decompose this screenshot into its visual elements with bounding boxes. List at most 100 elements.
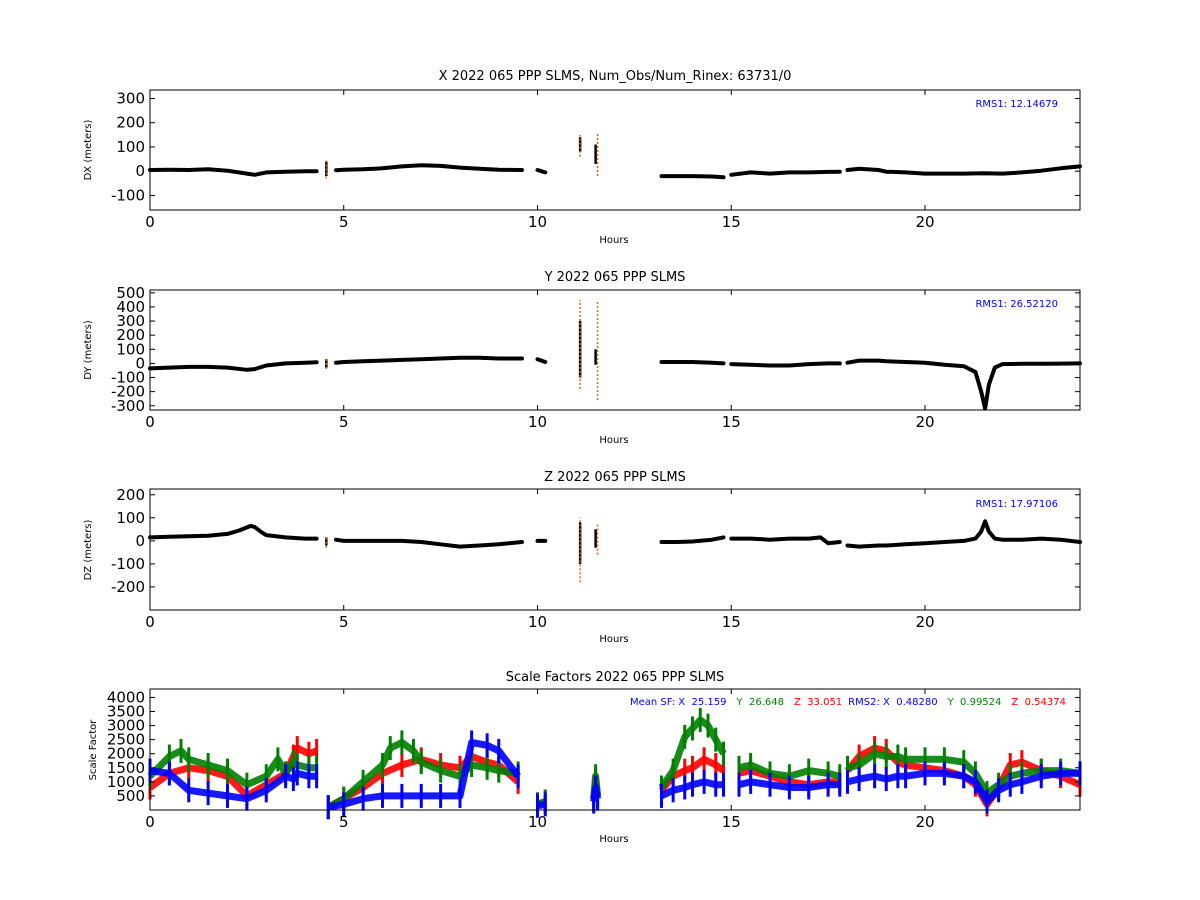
- sf-series-Y-point: [485, 755, 489, 780]
- sf-series-Y-point: [714, 727, 718, 752]
- dy-ytick-label: -100: [111, 369, 145, 387]
- sf-series-Z-point: [516, 764, 520, 789]
- dz-ytick-label: -100: [111, 555, 145, 573]
- sf-ytick-label: 2500: [107, 731, 145, 749]
- sf-xtick-label: 5: [339, 813, 349, 831]
- dz-x-ticks: 0 5 10 15 20: [145, 489, 935, 631]
- sf-series-Z-point: [826, 772, 830, 797]
- sf-series-Y-point: [884, 744, 888, 769]
- sf-series-Z-point: [307, 764, 311, 789]
- sf-ytick-label: 2000: [107, 745, 145, 763]
- sf-series-Z-point: [485, 733, 489, 758]
- sf-series-Z-point: [973, 769, 977, 794]
- sf-series-Z-point: [942, 761, 946, 786]
- sf-series-Z-point: [326, 795, 330, 820]
- sf-series-Z-point: [381, 783, 384, 808]
- sf-series-Z-point: [295, 761, 299, 786]
- sf-series-X-point: [315, 738, 319, 763]
- dy-series-0-segment-1: [334, 355, 524, 365]
- sf-series-Z-point: [543, 792, 547, 817]
- dz-series-0-segment-0: [148, 523, 319, 541]
- sf-plot-frame: [149, 688, 1081, 811]
- sf-series-Z-point: [439, 783, 443, 808]
- sf-series-Y-point: [167, 744, 171, 769]
- dy-series-0-segment-5: [845, 358, 1082, 411]
- dz-xtick-label: 20: [915, 613, 934, 631]
- dx-xtick-label: 0: [145, 213, 155, 231]
- dz-rms-annotation: RMS1: 17.97106: [975, 499, 1058, 510]
- sf-series-Y-point: [419, 750, 423, 775]
- sf-series-X-point: [683, 758, 687, 783]
- dx-marks: [148, 132, 1082, 180]
- dy-ytick-label: 0: [135, 354, 145, 372]
- dz-ylabel: DZ (meters): [83, 519, 94, 580]
- sf-series-Z-point: [342, 792, 346, 817]
- sf-series-Z-segment-0: [149, 767, 317, 803]
- dy-title: Y 2022 065 PPP SLMS: [544, 270, 686, 285]
- dx-x-ticks: 0 5 10 15 20: [145, 90, 935, 231]
- sf-series-Y-point: [749, 752, 753, 777]
- dy-xtick-label: 20: [915, 413, 934, 431]
- dy-x-ticks: 0 5 10 15 20: [145, 290, 935, 431]
- dy-series-0-segment-4: [729, 361, 842, 368]
- sf-series-Z-point: [167, 761, 171, 786]
- sf-series-Y-point: [706, 713, 710, 738]
- sf-series-Z-point: [291, 767, 295, 792]
- dz-ytick-label: 200: [116, 486, 145, 504]
- dy-series-0-segment-2: [535, 357, 548, 364]
- sf-series-Z-point: [206, 781, 210, 806]
- dx-xtick-label: 10: [528, 213, 547, 231]
- sf-series-Y-point: [291, 750, 295, 775]
- sf-series-Y-point: [226, 758, 229, 783]
- sf-series-Z-point: [807, 775, 811, 800]
- sf-series-X-point: [702, 747, 706, 772]
- sf-x-ticks: 0 5 10 15 20: [145, 689, 935, 831]
- sf-series-Y-point: [458, 764, 462, 789]
- sf-series-Z-point: [592, 789, 596, 814]
- sf-series-Z-point: [187, 778, 191, 803]
- sf-series-Y-point: [497, 758, 501, 783]
- sf-series-Y-point: [470, 752, 474, 777]
- sf-xtick-label: 15: [722, 813, 741, 831]
- sf-mean-annotation: Mean SF: X 25.159 Y 26.648 Z 33.051 RMS2: X…: [630, 697, 1066, 708]
- dz-plot-frame: [149, 488, 1081, 611]
- dx-xtick-label: 15: [722, 213, 741, 231]
- sf-series-Y-point: [896, 744, 900, 769]
- dy-ytick-label: 400: [116, 298, 145, 316]
- sf-series-X-segment-0: [147, 744, 318, 800]
- sf-series-Z-point: [1059, 761, 1063, 786]
- sf-series-Z-point: [997, 778, 1001, 803]
- sf-series-Y-point: [206, 752, 210, 777]
- dy-series-0-segment-0: [148, 360, 319, 372]
- dy-rms-annotation: RMS1: 26.52120: [975, 299, 1058, 310]
- sf-series-Z-point: [1039, 764, 1043, 789]
- dx-xtick-label: 20: [915, 213, 934, 231]
- dz-title: Z 2022 065 PPP SLMS: [544, 470, 686, 485]
- sf-series-Z-point: [470, 730, 474, 755]
- sf-series-Z-point: [671, 778, 675, 803]
- sf-ylabel: Scale Factor: [88, 719, 99, 781]
- sf-ytick-label: 3500: [107, 703, 145, 721]
- sf-series-Y-point: [388, 736, 392, 761]
- dy-ytick-label: 200: [116, 326, 145, 344]
- sf-series-Y-point: [691, 716, 694, 741]
- sf-series-Z-point: [497, 738, 501, 763]
- sf-series-Y-point: [923, 747, 927, 772]
- scale-factor-panel: Scale Factors 2022 065 PPP SLMS Scale Fa…: [88, 670, 1082, 845]
- dx-plot-frame: [149, 89, 1081, 211]
- dz-series-0-segment-3: [659, 535, 726, 544]
- sf-series-Y-point: [187, 747, 191, 772]
- sf-series-Y-point: [722, 741, 725, 766]
- sf-series-Y-point: [698, 707, 702, 732]
- sf-series-Y-point: [737, 755, 741, 780]
- sf-series-Z-point: [264, 778, 268, 803]
- sf-series-Y-point: [904, 747, 908, 772]
- dx-panel: X 2022 065 PPP SLMS, Num_Obs/Num_Rinex: …: [83, 69, 1082, 246]
- dy-ylabel: DY (meters): [83, 320, 94, 380]
- sf-series-X-point: [307, 741, 311, 766]
- sf-series-Z-point: [857, 767, 861, 792]
- dx-ytick-label: -100: [111, 186, 145, 204]
- sf-series-Y-point: [683, 724, 687, 749]
- dy-xtick-label: 10: [528, 413, 547, 431]
